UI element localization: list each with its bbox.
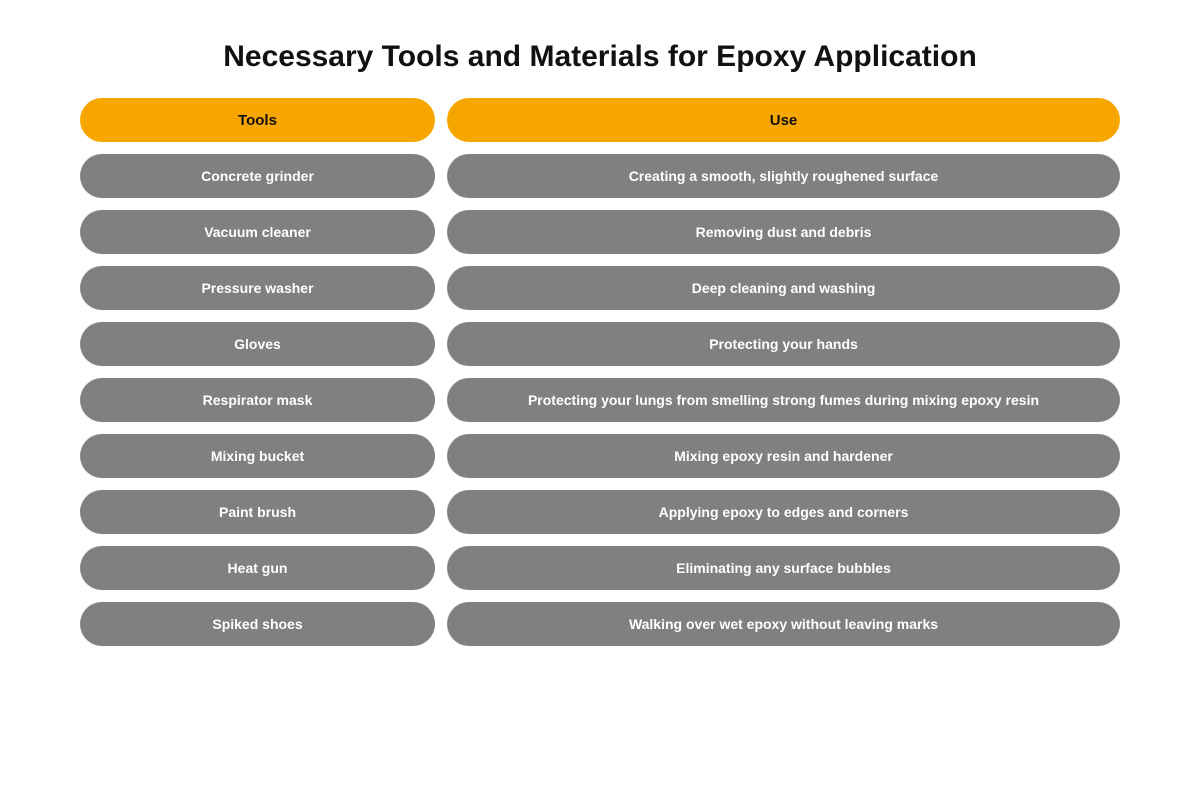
table-row: Heat gun Eliminating any surface bubbles (80, 546, 1120, 590)
table-row: Mixing bucket Mixing epoxy resin and har… (80, 434, 1120, 478)
page-title: Necessary Tools and Materials for Epoxy … (80, 40, 1120, 74)
table-row: Spiked shoes Walking over wet epoxy with… (80, 602, 1120, 646)
column-header-tools: Tools (80, 98, 435, 142)
use-cell: Creating a smooth, slightly roughened su… (447, 154, 1120, 198)
use-cell: Protecting your hands (447, 322, 1120, 366)
use-cell: Deep cleaning and washing (447, 266, 1120, 310)
tool-cell: Gloves (80, 322, 435, 366)
table-row: Vacuum cleaner Removing dust and debris (80, 210, 1120, 254)
tool-cell: Mixing bucket (80, 434, 435, 478)
use-cell: Mixing epoxy resin and hardener (447, 434, 1120, 478)
table-row: Concrete grinder Creating a smooth, slig… (80, 154, 1120, 198)
table-row: Gloves Protecting your hands (80, 322, 1120, 366)
use-cell: Walking over wet epoxy without leaving m… (447, 602, 1120, 646)
table-row: Respirator mask Protecting your lungs fr… (80, 378, 1120, 422)
tool-cell: Vacuum cleaner (80, 210, 435, 254)
table-row: Paint brush Applying epoxy to edges and … (80, 490, 1120, 534)
tools-table: Tools Use Concrete grinder Creating a sm… (80, 98, 1120, 646)
tool-cell: Pressure washer (80, 266, 435, 310)
tool-cell: Paint brush (80, 490, 435, 534)
table-header-row: Tools Use (80, 98, 1120, 142)
tool-cell: Concrete grinder (80, 154, 435, 198)
table-row: Pressure washer Deep cleaning and washin… (80, 266, 1120, 310)
column-header-use: Use (447, 98, 1120, 142)
tool-cell: Heat gun (80, 546, 435, 590)
use-cell: Removing dust and debris (447, 210, 1120, 254)
tool-cell: Respirator mask (80, 378, 435, 422)
tool-cell: Spiked shoes (80, 602, 435, 646)
use-cell: Eliminating any surface bubbles (447, 546, 1120, 590)
use-cell: Applying epoxy to edges and corners (447, 490, 1120, 534)
use-cell: Protecting your lungs from smelling stro… (447, 378, 1120, 422)
